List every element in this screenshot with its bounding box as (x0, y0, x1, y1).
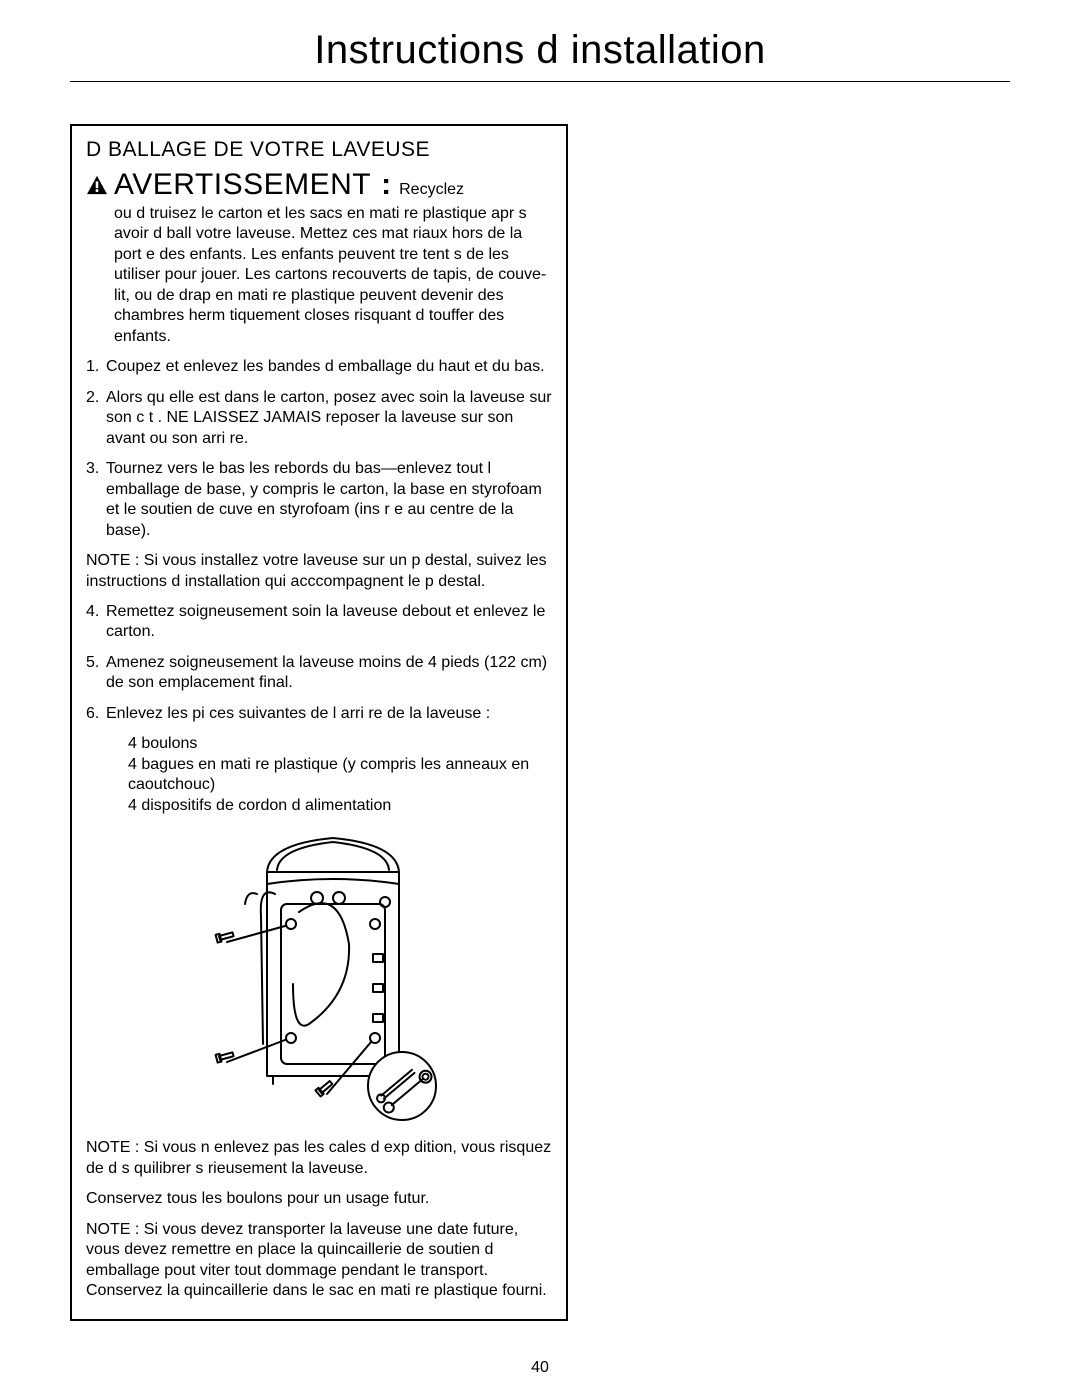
page-title-bar: Instructions d installation (70, 28, 1010, 82)
subitem: 4 boulons (128, 734, 552, 754)
note-pedestal: NOTE : Si vous installez votre laveuse s… (86, 551, 552, 592)
warning-colon: : (381, 168, 391, 202)
washer-rear-diagram (199, 824, 439, 1124)
page-number: 40 (0, 1359, 1080, 1377)
warning-line: AVERTISSEMENT : Recyclez (86, 168, 552, 202)
panel-heading: D BALLAGE DE VOTRE LAVEUSE (86, 138, 552, 162)
step-number: 5. (86, 653, 106, 694)
steps-group-b: 4. Remettez soigneusement soin la laveus… (86, 602, 552, 724)
note-transport: NOTE : Si vous devez transporter la lave… (86, 1220, 552, 1302)
subitem: 4 bagues en mati re plastique (y compris… (128, 755, 552, 796)
step-text: Alors qu elle est dans le carton, posez … (106, 388, 552, 449)
step-item: 1. Coupez et enlevez les bandes d emball… (86, 357, 552, 377)
step-text: Enlevez les pi ces suivantes de l arri r… (106, 704, 552, 724)
step-item: 3. Tournez vers le bas les rebords du ba… (86, 459, 552, 541)
warning-lead: Recyclez (399, 181, 464, 199)
keep-bolts: Conservez tous les boulons pour un usage… (86, 1189, 552, 1209)
step-item: 6. Enlevez les pi ces suivantes de l arr… (86, 704, 552, 724)
steps-group-a: 1. Coupez et enlevez les bandes d emball… (86, 357, 552, 541)
page-title: Instructions d installation (314, 28, 766, 72)
step-text: Tournez vers le bas les rebords du bas—e… (106, 459, 552, 541)
unpacking-panel: D BALLAGE DE VOTRE LAVEUSE AVERTISSEMENT… (70, 124, 568, 1321)
warning-icon (86, 175, 108, 195)
step-number: 3. (86, 459, 106, 541)
step-item: 2. Alors qu elle est dans le carton, pos… (86, 388, 552, 449)
step-item: 4. Remettez soigneusement soin la laveus… (86, 602, 552, 643)
step-number: 4. (86, 602, 106, 643)
step-text: Amenez soigneusement la laveuse moins de… (106, 653, 552, 694)
step-item: 5. Amenez soigneusement la laveuse moins… (86, 653, 552, 694)
warning-body: ou d truisez le carton et les sacs en ma… (114, 204, 552, 347)
step-number: 1. (86, 357, 106, 377)
step-number: 6. (86, 704, 106, 724)
subitem: 4 dispositifs de cordon d alimentation (128, 796, 552, 816)
warning-word: AVERTISSEMENT (114, 168, 371, 202)
note-shipping-shims: NOTE : Si vous n enlevez pas les cales d… (86, 1138, 552, 1179)
step-number: 2. (86, 388, 106, 449)
step-text: Coupez et enlevez les bandes d emballage… (106, 357, 552, 377)
step-text: Remettez soigneusement soin la laveuse d… (106, 602, 552, 643)
